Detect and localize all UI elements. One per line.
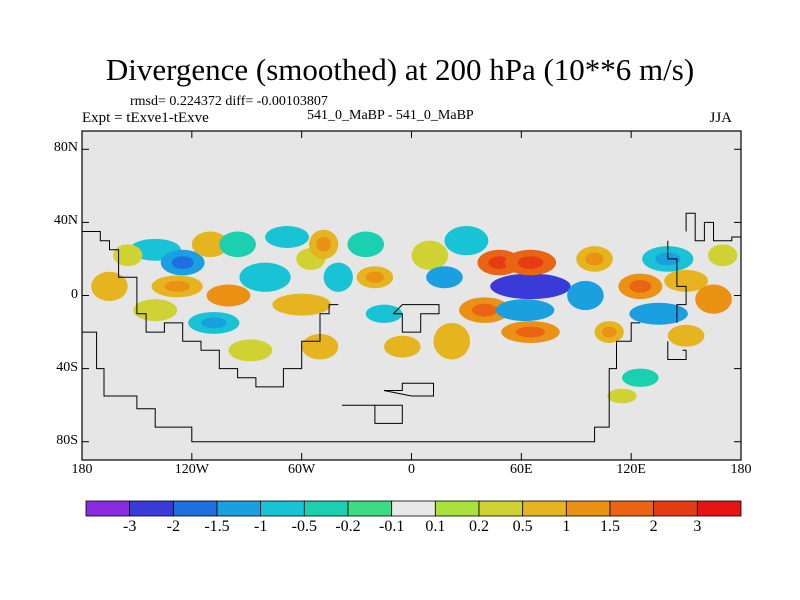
y-tick-label: 40N — [53, 213, 78, 229]
x-tick-label: 60E — [510, 462, 533, 477]
field-blob-core — [287, 299, 317, 311]
field-blob-core — [330, 269, 346, 285]
field-blob-core — [217, 290, 240, 301]
field-blob-core — [435, 271, 454, 283]
x-tick-label: 120W — [174, 462, 209, 477]
colorbar-box — [478, 500, 524, 517]
field-blob-core — [471, 303, 498, 317]
colorbar-box — [216, 500, 262, 517]
colorbar-box — [565, 500, 611, 517]
y-tick-label: 80N — [53, 140, 78, 156]
colorbar-box — [391, 500, 436, 517]
colorbar-box — [129, 500, 174, 517]
colorbar-box — [696, 500, 742, 517]
coastline — [341, 404, 403, 424]
chart-title: Divergence (smoothed) at 200 hPa (10**6 … — [105, 52, 695, 87]
field-blob-core — [100, 279, 119, 294]
colorbar-box — [609, 500, 655, 517]
colorbar-box — [172, 500, 218, 517]
field-blob-core — [393, 341, 412, 353]
colorbar-label: 3 — [693, 518, 702, 535]
x-tick-label: 120E — [616, 462, 646, 477]
field-blob-core — [601, 326, 617, 338]
y-tick-label: 0 — [71, 286, 78, 302]
colorbar-label: 1 — [562, 518, 571, 535]
field-blob — [219, 231, 256, 258]
x-tick-label: 60W — [288, 462, 316, 477]
field-blob-core — [310, 340, 330, 354]
colorbar-label: -3 — [122, 518, 137, 535]
field-blob-core — [164, 280, 191, 292]
field-blob — [133, 299, 178, 322]
field-blob-core — [675, 275, 698, 287]
x-tick-label: 0 — [408, 462, 415, 477]
field-blob — [365, 304, 403, 323]
expt-label: Expt = tExve1-tExve — [82, 110, 209, 126]
field-blob-core — [200, 317, 227, 329]
coastline — [392, 304, 440, 333]
field-blob-core — [585, 252, 604, 266]
field-blob — [347, 231, 385, 258]
coastline — [685, 212, 741, 242]
colorbar-box — [260, 500, 305, 517]
y-tick-label: 40S — [56, 359, 78, 375]
colorbar-label: 1.5 — [600, 518, 620, 535]
field-blob-core — [510, 279, 551, 293]
field-blob-core — [252, 269, 278, 285]
x-tick-label: 180 — [730, 462, 752, 477]
y-tick-label: 80S — [56, 432, 78, 448]
field-blob-core — [576, 288, 595, 303]
field-blob-core — [488, 256, 511, 269]
colorbar-box — [653, 500, 698, 517]
colorbar-label: -0.1 — [378, 518, 405, 535]
colorbar-label: -0.5 — [291, 518, 317, 535]
field-blob-core — [517, 256, 544, 269]
field-blob — [265, 226, 309, 248]
colorbar-box — [434, 500, 480, 517]
field-blob-core — [316, 237, 331, 252]
field-blob — [113, 244, 143, 267]
cases-label: 541_0_MaBP - 541_0_MaBP — [307, 108, 474, 123]
field-blob — [228, 339, 273, 362]
colorbar-box — [85, 500, 131, 517]
colorbar-label: 0.1 — [425, 518, 446, 535]
colorbar-box — [522, 500, 567, 517]
field-blob — [622, 368, 659, 387]
colorbar-label: 0.5 — [512, 518, 533, 535]
field-blob — [444, 226, 489, 256]
colorbar-box — [303, 500, 349, 517]
season-label: JJA — [709, 110, 732, 126]
field-blob-core — [171, 256, 194, 269]
field-blob-core — [510, 304, 540, 316]
field-blob-core — [643, 308, 674, 320]
field-blob-core — [676, 330, 696, 342]
colorbar-label: -0.2 — [335, 518, 361, 535]
coastline — [82, 231, 339, 388]
field-blob-core — [442, 332, 461, 351]
colorbar-label: -1 — [253, 518, 268, 535]
x-tick-label: 180 — [71, 462, 93, 477]
coastline — [667, 240, 687, 323]
stats-label: rmsd= 0.224372 diff= -0.00103807 — [130, 94, 328, 109]
field-blob-core — [365, 271, 385, 283]
coastline — [82, 322, 641, 443]
field-blob — [607, 388, 637, 404]
colorbar-label: -2 — [166, 518, 180, 535]
colorbar-box — [347, 500, 393, 517]
field-blob-core — [704, 291, 723, 307]
field-blob-core — [200, 237, 220, 251]
field-blob-core — [629, 279, 652, 293]
field-blob — [708, 244, 738, 267]
field-blob — [411, 240, 449, 270]
colorbar-label: 2 — [649, 518, 658, 535]
coastline — [667, 341, 687, 360]
colorbar-label: 0.2 — [469, 518, 489, 535]
field-blob-core — [515, 326, 546, 338]
colorbar-label: -1.5 — [204, 518, 230, 535]
coastline — [383, 382, 434, 397]
